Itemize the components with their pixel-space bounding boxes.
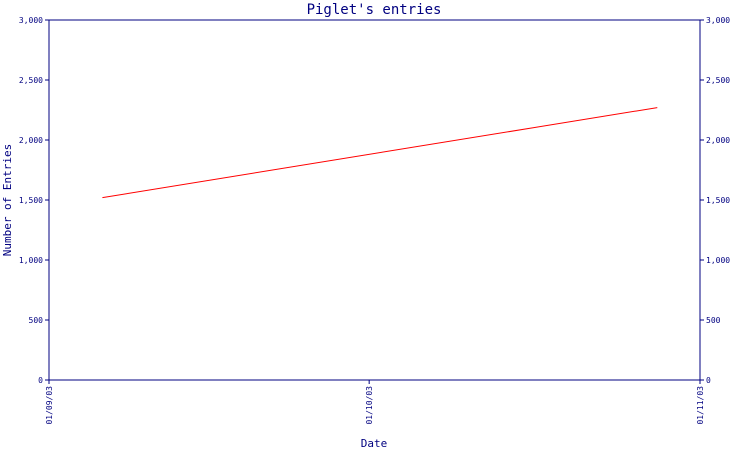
y-tick-label-right: 500 — [706, 316, 721, 325]
y-tick-label-right: 1,500 — [706, 196, 730, 205]
y-tick-label-right: 2,500 — [706, 76, 730, 85]
y-axis-left: 0 500 1,000 1,500 2,000 2,500 3,000 — [19, 16, 49, 385]
y-axis-title: Number of Entries — [1, 144, 14, 257]
x-tick-label: 01/10/03 — [365, 386, 374, 425]
plot-area — [48, 19, 701, 381]
series-layer — [102, 107, 658, 199]
plot-frame — [48, 19, 701, 381]
y-tick-label: 500 — [29, 316, 44, 325]
x-tick-label: 01/09/03 — [45, 386, 54, 425]
y-tick-label: 1,000 — [19, 256, 43, 265]
y-tick-label-right: 0 — [706, 376, 711, 385]
series-line-0 — [102, 107, 658, 199]
y-tick-label: 1,500 — [19, 196, 43, 205]
y-tick-label: 2,000 — [19, 136, 43, 145]
y-axis-right: 0 500 1,000 1,500 2,000 2,500 3,000 — [700, 16, 730, 385]
chart-title: Piglet's entries — [307, 2, 442, 18]
x-tick-label: 01/11/03 — [696, 386, 705, 425]
x-axis: 01/09/03 01/10/03 01/11/03 — [45, 380, 705, 425]
y-tick-label: 0 — [38, 376, 43, 385]
x-axis-title: Date — [361, 437, 388, 450]
y-tick-label-right: 3,000 — [706, 16, 730, 25]
y-tick-label: 3,000 — [19, 16, 43, 25]
y-tick-label: 2,500 — [19, 76, 43, 85]
y-tick-label-right: 1,000 — [706, 256, 730, 265]
y-tick-label-right: 2,000 — [706, 136, 730, 145]
